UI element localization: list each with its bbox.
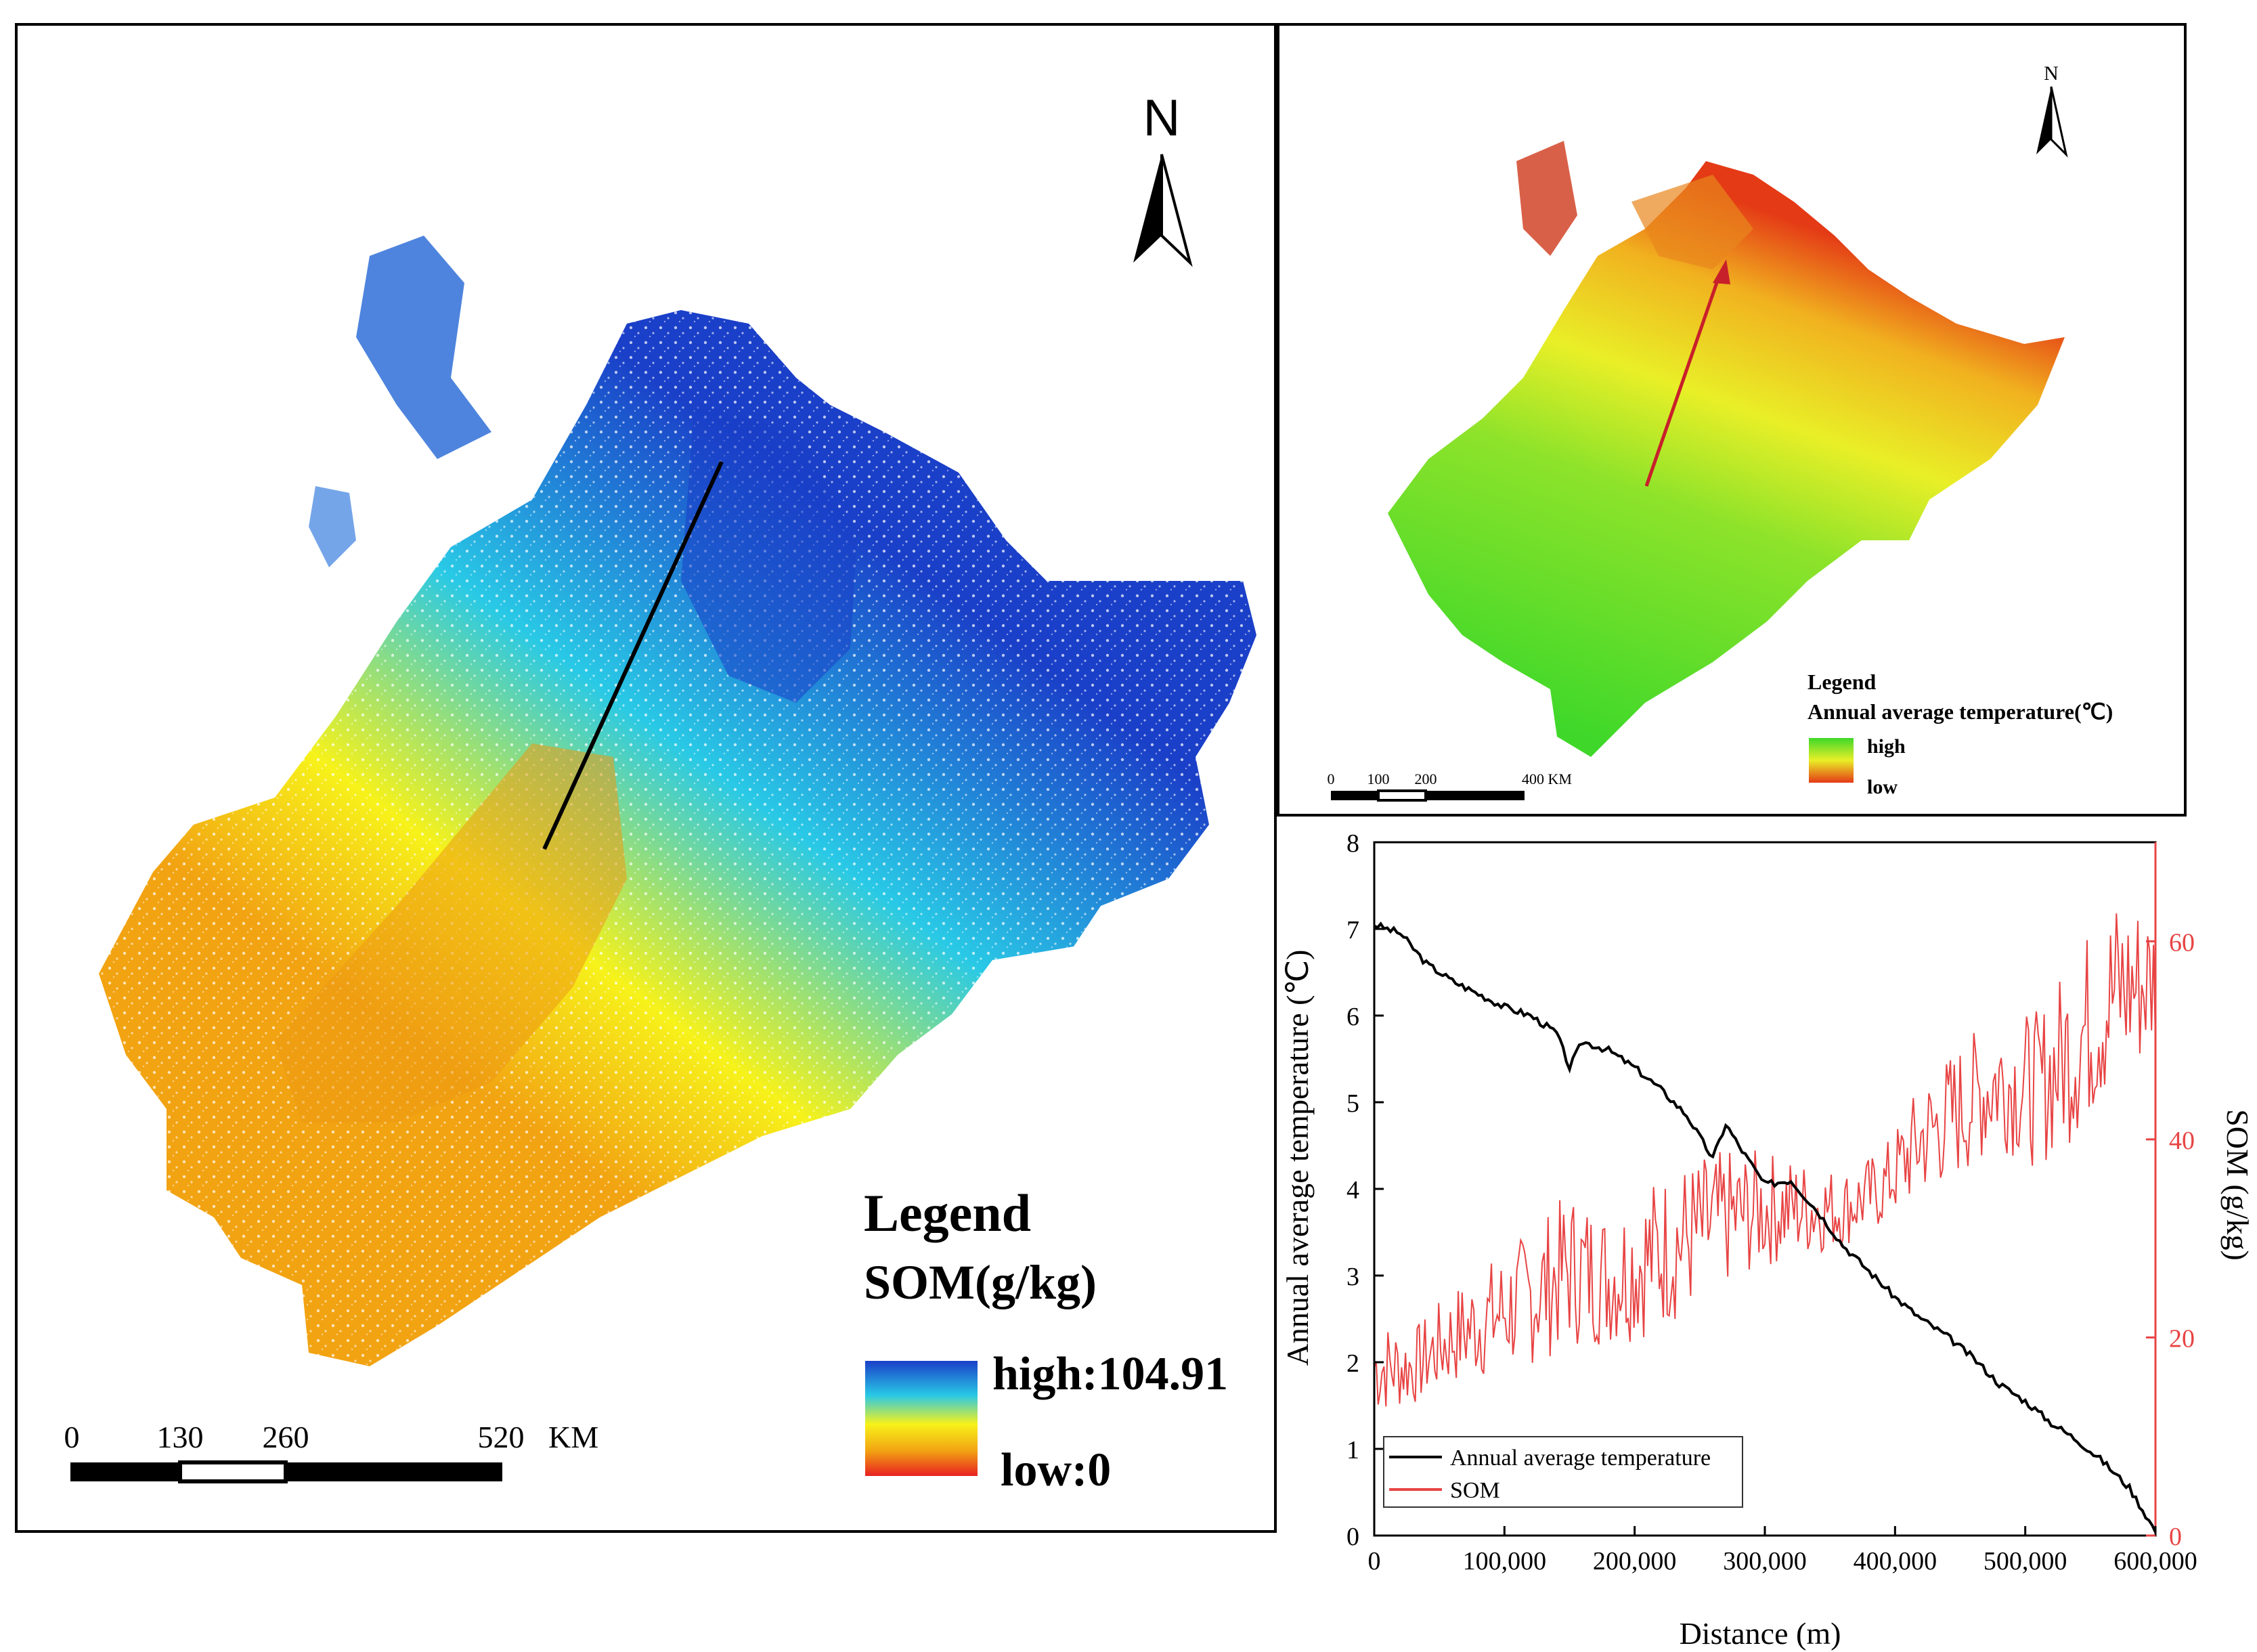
chart-legend-temp: Annual average temperature — [1450, 1446, 1711, 1471]
chart-x-label: Distance (m) — [1680, 1616, 1841, 1651]
som-north-label: N — [1143, 89, 1181, 147]
chart-series-som — [1374, 913, 2156, 1407]
temp-legend-title: Legend — [1807, 670, 1877, 694]
temp-scale-bar: 0 100 200 400 KM — [1328, 770, 1572, 802]
temp-scale-tick-2: 200 — [1415, 770, 1437, 787]
chart-y-right-tick-label: 20 — [2169, 1324, 2195, 1353]
som-map-panel: N Legend SOM(g/kg) high:104.91 low:0 0 1… — [15, 23, 1277, 1533]
chart-y-left-tick-label: 5 — [1346, 1089, 1359, 1118]
som-scale-tick-0: 0 — [64, 1420, 80, 1454]
temp-transect-arrow — [1644, 259, 1730, 487]
temp-scale-tick-3: 400 KM — [1522, 770, 1572, 787]
chart-y-label-right: SOM (g/kg) — [2220, 1109, 2255, 1261]
temp-region-northeast-china — [1388, 161, 2065, 757]
chart-y-left-tick-label: 7 — [1346, 916, 1359, 944]
chart-y-right-tick-label: 40 — [2169, 1127, 2195, 1155]
temp-scale-tick-1: 100 — [1367, 770, 1390, 787]
chart-y-left-tick-label: 6 — [1346, 1003, 1359, 1031]
som-scale-tick-3: 520 — [478, 1420, 525, 1454]
som-scale-tick-1: 130 — [157, 1420, 204, 1454]
chart-series-temperature — [1373, 921, 2157, 1533]
chart-y-left-tick-label: 0 — [1346, 1523, 1359, 1551]
chart-x-tick-label: 200,000 — [1593, 1547, 1677, 1575]
temp-map-panel: N Legend Annual average temperature(℃) h… — [1277, 23, 2187, 817]
temp-legend-colorbar — [1809, 738, 1854, 783]
som-transect-line — [542, 460, 724, 850]
chart-y-right-tick-label: 60 — [2169, 928, 2195, 957]
temp-north-label: N — [2044, 62, 2059, 85]
som-legend-title: Legend — [864, 1183, 1031, 1242]
som-north-arrow: N — [1133, 89, 1193, 267]
chart-y-left-tick-label: 8 — [1346, 829, 1359, 858]
chart-axes: 0 100,000 200,000 300,000 400,000 500,000 600,… — [1346, 829, 2197, 1575]
chart-x-tick-label: 0 — [1368, 1547, 1381, 1575]
chart-legend-som: SOM — [1450, 1478, 1500, 1503]
chart-x-tick-label: 400,000 — [1854, 1547, 1937, 1575]
som-map: N Legend SOM(g/kg) high:104.91 low:0 0 1… — [64, 89, 1256, 1496]
som-scale-unit: KM — [548, 1420, 598, 1454]
chart-frame — [1373, 841, 2157, 1537]
chart-y-left-tick-label: 4 — [1346, 1176, 1359, 1204]
som-scale-bar: 0 130 260 520 KM — [64, 1420, 598, 1483]
chart-y-left-tick-label: 3 — [1346, 1263, 1359, 1291]
chart-x-tick-label: 100,000 — [1463, 1547, 1547, 1575]
temp-legend-subtitle: Annual average temperature(℃) — [1807, 699, 2113, 724]
som-legend-low: low:0 — [1001, 1444, 1111, 1496]
chart-y-left-tick-label: 1 — [1346, 1436, 1359, 1464]
chart-y-left-tick-label: 2 — [1346, 1349, 1359, 1378]
temp-legend-low: low — [1867, 776, 1898, 798]
chart-y-right-tick-label: 0 — [2169, 1523, 2182, 1551]
som-patch-northwest — [356, 236, 491, 459]
som-legend-colorbar — [865, 1361, 978, 1476]
temp-north-arrow: N — [2036, 62, 2068, 158]
transect-chart: 0 100,000 200,000 300,000 400,000 500,000 600,… — [1280, 829, 2255, 1651]
som-scale-tick-2: 260 — [263, 1420, 309, 1454]
chart-plot-area — [1373, 913, 2157, 1533]
temp-legend-high: high — [1867, 735, 1906, 758]
chart-x-tick-label: 300,000 — [1723, 1547, 1807, 1575]
som-legend-high: high:104.91 — [992, 1348, 1228, 1400]
temp-map: N Legend Annual average temperature(℃) h… — [1328, 62, 2113, 802]
temp-scale-tick-0: 0 — [1328, 770, 1335, 787]
chart-x-tick-label: 500,000 — [1984, 1547, 2067, 1575]
chart-x-tick-label: 600,000 — [2113, 1547, 2197, 1575]
chart-legend: Annual average temperature SOM — [1383, 1436, 1743, 1508]
som-legend-subtitle: SOM(g/kg) — [864, 1255, 1097, 1309]
chart-y-label-left: Annual average temperature (℃) — [1280, 950, 1315, 1366]
